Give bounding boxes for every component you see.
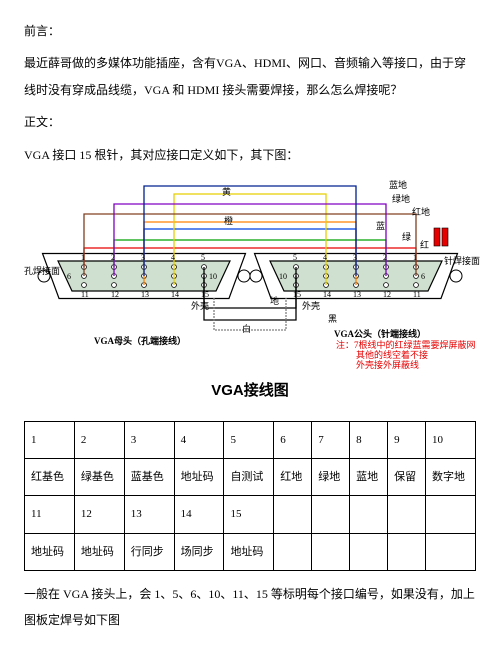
wire-label-ground: 地 (270, 296, 279, 307)
table-cell: 绿基色 (74, 459, 124, 496)
wire-label-blue: 蓝 (376, 221, 385, 232)
table-cell: 红地 (274, 459, 312, 496)
wire-label-orange: 橙 (224, 216, 233, 227)
table-cell: 红基色 (25, 459, 75, 496)
body-label: 正文： (24, 109, 476, 135)
table-cell: 12 (74, 496, 124, 533)
table-cell: 8 (350, 421, 388, 458)
table-cell: 保留 (388, 459, 426, 496)
table-cell: 7 (312, 421, 350, 458)
label-left-side: 孔焊接面 (24, 266, 60, 277)
table-cell (312, 496, 350, 533)
diagram-title: VGA接线图 (24, 374, 476, 407)
label-left-sub: VGA母头（孔端接线） (94, 336, 186, 347)
wire-label-shell-r: 外壳 (302, 301, 320, 312)
table-cell: 数字地 (426, 459, 476, 496)
note-3: 外壳接外屏蔽线 (356, 360, 419, 371)
table-cell: 绿地 (312, 459, 350, 496)
table-cell (426, 496, 476, 533)
preface-body: 最近薛哥做的多媒体功能插座，含有VGA、HDMI、网口、音频输入等接口，由于穿线… (24, 50, 476, 103)
table-cell (274, 496, 312, 533)
body-intro: VGA 接口 15 根针，其对应接口定义如下，其下图： (24, 142, 476, 168)
table-cell: 9 (388, 421, 426, 458)
table-cell: 10 (426, 421, 476, 458)
table-cell: 15 (224, 496, 274, 533)
wire-label-black: 黑 (328, 314, 337, 325)
table-cell (388, 496, 426, 533)
label-right-sub: VGA公头（针端接线） (334, 329, 426, 340)
table-cell: 13 (124, 496, 174, 533)
table-cell: 6 (274, 421, 312, 458)
pin-definition-table: 12345678910红基色绿基色蓝基色地址码自测试红地绿地蓝地保留数字地111… (24, 421, 476, 571)
table-cell: 14 (174, 496, 224, 533)
wire-label-shell-l: 外壳 (191, 301, 209, 312)
table-cell: 5 (224, 421, 274, 458)
label-right-side: 针焊接面 (444, 256, 480, 267)
table-cell: 3 (124, 421, 174, 458)
table-cell: 11 (25, 496, 75, 533)
table-cell: 2 (74, 421, 124, 458)
table-cell: 地址码 (174, 459, 224, 496)
wire-label-green: 绿 (402, 232, 411, 243)
table-cell: 1 (25, 421, 75, 458)
wire-label-yellow: 黄 (222, 187, 231, 198)
vga-wiring-diagram: 孔焊接面 针焊接面 黄 蓝地 绿地 橙 红地 蓝 绿 红 地 外壳 外壳 黑 白… (24, 180, 476, 370)
wire-label-green-g: 绿地 (392, 194, 410, 205)
table-cell (350, 496, 388, 533)
table-cell: 蓝基色 (124, 459, 174, 496)
wire-label-red-g: 红地 (412, 207, 430, 218)
wire-label-red: 红 (420, 240, 429, 251)
wire-label-darkblue: 蓝地 (389, 180, 407, 191)
preface-label: 前言： (24, 18, 476, 44)
wire-label-white: 白 (242, 324, 251, 335)
cutoff-text: 一般在 VGA 接头上，会 1、5、6、10、11、15 等标明每个接口编号，如… (24, 581, 476, 634)
table-cell: 自测试 (224, 459, 274, 496)
table-cell: 4 (174, 421, 224, 458)
table-cell: 蓝地 (350, 459, 388, 496)
